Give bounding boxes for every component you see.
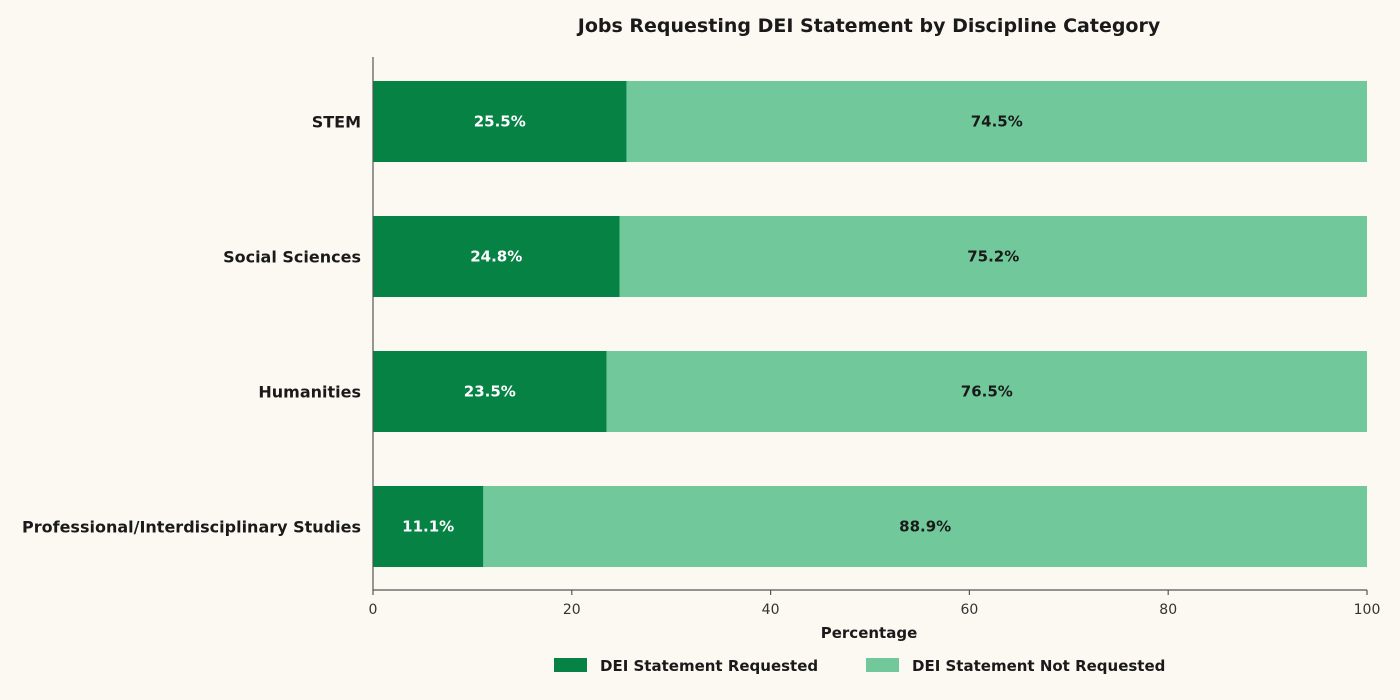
legend-label: DEI Statement Not Requested (912, 657, 1165, 675)
x-tick-label: 20 (563, 602, 581, 618)
x-ticks: 0 20 40 60 80 100 (369, 590, 1381, 618)
legend-label: DEI Statement Requested (600, 657, 818, 675)
legend: DEI Statement Requested DEI Statement Not… (554, 657, 1165, 675)
data-label: 11.1% (402, 518, 454, 536)
legend-swatch (554, 658, 587, 672)
data-label: 75.2% (967, 248, 1019, 266)
bar-requested (373, 216, 620, 297)
data-label: 88.9% (899, 518, 951, 536)
x-axis-label: Percentage (821, 624, 918, 642)
bar-not-requested (626, 81, 1367, 162)
bars-layer: 25.5% 74.5% 24.8% 75.2% 23.5% 76.5% 11.1% 88.9% (373, 81, 1368, 567)
bar-not-requested (606, 351, 1367, 432)
data-label: 76.5% (961, 383, 1013, 401)
bar-requested (373, 351, 607, 432)
x-tick-label: 40 (762, 602, 780, 618)
bar-requested (373, 486, 484, 567)
category-label: Social Sciences (223, 248, 361, 267)
data-label: 23.5% (464, 383, 516, 401)
chart-title: Jobs Requesting DEI Statement by Discipl… (576, 15, 1161, 37)
x-tick-label: 80 (1159, 602, 1177, 618)
bar-requested (373, 81, 627, 162)
x-tick-label: 0 (369, 602, 378, 618)
data-label: 25.5% (474, 113, 526, 131)
bar-not-requested (483, 486, 1368, 567)
category-labels: STEM Social Sciences Humanities Professiona… (22, 113, 361, 537)
category-label: Professional/Interdisciplinary Studies (22, 518, 361, 537)
bar-not-requested (619, 216, 1367, 297)
category-label: Humanities (258, 383, 361, 402)
data-label: 24.8% (470, 248, 522, 266)
data-label: 74.5% (971, 113, 1023, 131)
category-label: STEM (312, 113, 361, 132)
x-tick-label: 100 (1354, 602, 1381, 618)
legend-swatch (866, 658, 899, 672)
x-tick-label: 60 (960, 602, 978, 618)
